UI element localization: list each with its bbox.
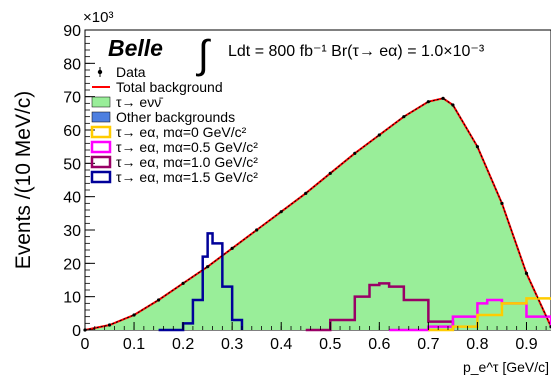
y-tick-label: 50 (63, 156, 81, 173)
x-tick-label: 0.2 (172, 336, 194, 353)
x-tick-label: 0 (81, 336, 90, 353)
legend-swatch-outline (90, 125, 112, 139)
y-tick-label: 0 (72, 323, 81, 340)
integral-sign: ∫ (196, 33, 212, 77)
legend-swatch (91, 96, 111, 108)
legend-label: Other backgrounds (116, 109, 235, 125)
legend-item: τ→ eα, mα=1.0 GeV/c² (90, 154, 258, 170)
signal-curve-4 (389, 298, 551, 332)
legend-label: τ→ eα, mα=1.5 GeV/c² (116, 169, 258, 185)
legend-label: τ→ eα, mα=0 GeV/c² (116, 124, 247, 140)
legend-swatch (91, 111, 111, 123)
x-tick-label: 0.5 (319, 336, 341, 353)
x-axis-title: p_e^τ [GeV/c] (463, 359, 549, 375)
x-tick-label: 0.4 (270, 336, 292, 353)
x-tick-label: 0.3 (221, 336, 243, 353)
legend-swatch-outline (90, 155, 112, 169)
y-tick-label: 80 (63, 56, 81, 73)
data-points-layer (83, 96, 551, 332)
legend-item: Data (97, 64, 146, 80)
experiment-label: Belle (108, 35, 163, 61)
legend-label: Total background (116, 79, 223, 95)
y-tick-label: 60 (63, 123, 81, 140)
legend-label: τ→ eα, mα=0.5 GeV/c² (116, 139, 258, 155)
legend-label: Data (116, 64, 146, 80)
y-tick-label: 20 (63, 256, 81, 273)
legend-item: Total background (92, 79, 223, 95)
legend-label: τ→ eα, mα=1.0 GeV/c² (116, 154, 258, 170)
x-tick-label: 0.6 (368, 336, 390, 353)
y-axis-multiplier: ×10³ (83, 9, 113, 26)
x-tick-label: 0.8 (466, 336, 488, 353)
legend-item: τ→ eα, mα=0 GeV/c² (90, 124, 247, 140)
curve-layer (84, 97, 551, 332)
data-point (426, 100, 430, 104)
legend-item: τ→ eα, mα=1.5 GeV/c² (90, 169, 258, 185)
legend-label: τ→ eνν̄ (116, 94, 163, 110)
y-tick-label: 10 (63, 290, 81, 307)
lumi-label: Ldt = 800 fb⁻¹ Br(τ→ eα) = 1.0×10⁻³ (228, 43, 485, 60)
y-tick-label: 90 (63, 23, 81, 40)
legend-item: Other backgrounds (91, 109, 235, 125)
data-point (441, 96, 445, 100)
x-tick-label: 0.1 (123, 336, 145, 353)
y-tick-label: 40 (63, 190, 81, 207)
signal-curve-2 (158, 232, 244, 332)
signal-curve-5 (428, 297, 551, 332)
x-tick-label: 0.9 (515, 336, 537, 353)
x-tick-label: 0.7 (417, 336, 439, 353)
legend-item: τ→ eνν̄ (91, 94, 163, 110)
axis-ticks-layer: 0 0.1 0.2 0.3 0.4 0.5 0.6 0.7 0.8 0.9 0 10 20 30 40 50 6… (63, 23, 547, 353)
signal-curve-3 (305, 282, 455, 332)
legend-swatch-outline (90, 140, 112, 154)
y-tick-label: 30 (63, 223, 81, 240)
y-axis-title: Events /(10 MeV/c) (12, 91, 35, 270)
data-line (84, 97, 551, 331)
legend-swatch-outline (90, 170, 112, 184)
y-tick-label: 70 (63, 90, 81, 107)
legend-item: τ→ eα, mα=0.5 GeV/c² (90, 139, 258, 155)
